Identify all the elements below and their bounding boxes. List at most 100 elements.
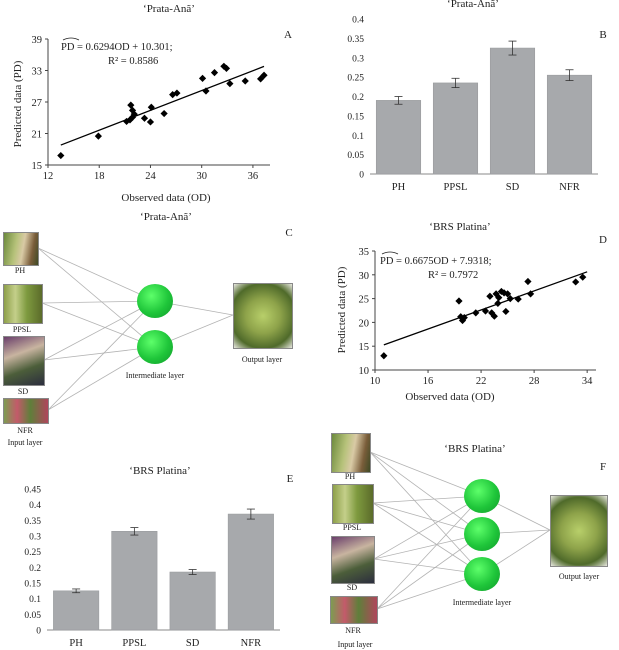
connection-line (43, 346, 156, 361)
y-tick-label: 0.25 (24, 548, 41, 558)
connection-line (369, 451, 483, 535)
data-point (514, 295, 522, 303)
y-tick-label: 0.2 (29, 564, 41, 574)
panel-c-letter: C (285, 227, 292, 239)
bar (546, 74, 593, 175)
x-tick-label: 10 (370, 376, 381, 387)
panel-f-label-nfr: NFR (345, 626, 361, 635)
data-point (160, 109, 168, 118)
data-point (202, 87, 210, 95)
bar (432, 82, 479, 175)
data-point (572, 278, 580, 286)
panel-a-xlabel: Observed data (OD) (121, 192, 211, 204)
data-point (490, 312, 498, 320)
connection-line (372, 502, 483, 575)
y-tick-label: 0.05 (24, 611, 41, 621)
panel-a-equation: PD = 0.6294OD + 10.301; (61, 42, 173, 53)
x-tick-label: 34 (582, 376, 593, 387)
panel-b-title: ‘Prata-Anã’ (447, 0, 499, 10)
panel-e-bar: ‘BRS Platina’ E 0 0.05 0.1 0.15 0.2 0.25 0.3 0.… (24, 465, 293, 649)
connection-line (373, 495, 483, 560)
data-point (222, 64, 231, 72)
y-tick-label: 20 (359, 318, 370, 329)
y-tick-label: 0 (36, 627, 41, 637)
panel-a-ylabel: Predicted data (PD) (12, 60, 24, 147)
connection-line (372, 502, 483, 535)
panel-a-points (57, 62, 268, 160)
x-category-label: PH (392, 182, 406, 193)
panel-c-label-nfr: NFR (17, 426, 33, 435)
y-tick-label: 35 (359, 247, 370, 258)
panel-d-r2: R² = 0.7972 (428, 270, 478, 281)
panel-c-photo-nfr (3, 398, 49, 424)
connection-line (376, 495, 483, 610)
x-tick-label: 16 (423, 376, 434, 387)
data-point (497, 287, 506, 296)
x-tick-label: 24 (145, 171, 156, 182)
panel-d-scatter: ‘BRS Platina’ D 10 16 22 28 34 10 15 20 25 30 35 P… (336, 221, 607, 403)
data-point (380, 352, 388, 360)
data-point (147, 103, 155, 111)
y-tick-label: 0.3 (352, 54, 364, 64)
data-point (210, 69, 219, 77)
data-point (506, 295, 514, 303)
y-tick-label: 0.3 (29, 533, 41, 543)
data-point (486, 292, 494, 300)
data-point (504, 290, 512, 298)
connection-line (37, 247, 156, 302)
panel-d-points (380, 273, 587, 360)
y-tick-label: 0.05 (347, 151, 364, 161)
data-point (472, 309, 480, 317)
panel-a-r2: R² = 0.8586 (108, 56, 158, 67)
connection-line (43, 300, 156, 361)
panel-b-bar: ‘Prata-Anã’ B 0 0.05 0.1 0.15 0.2 0.25 0.3 0.35… (347, 0, 606, 193)
data-point (492, 290, 500, 298)
x-category-label: NFR (559, 182, 579, 193)
panel-f-intermediate-label: Intermediate layer (452, 598, 512, 607)
data-point (502, 307, 510, 316)
panel-f-title: ‘BRS Platina’ (444, 443, 505, 455)
data-point (457, 313, 465, 321)
data-point (241, 77, 249, 85)
x-category-label: SD (506, 182, 520, 193)
data-point (198, 74, 207, 82)
y-tick-label: 0.45 (24, 486, 41, 496)
panel-f-photo-ppsl (332, 484, 374, 524)
data-point (94, 132, 102, 140)
y-tick-label: 0.2 (352, 93, 364, 103)
panel-d-ylabel: Predicted data (PD) (336, 266, 348, 353)
data-point (226, 80, 234, 88)
y-tick-label: 25 (359, 295, 370, 306)
panel-c-neuron-2 (137, 330, 173, 364)
y-tick-label: 15 (359, 342, 370, 353)
panel-f-letter: F (600, 461, 606, 473)
panel-a-title: ‘Prata-Anã’ (143, 3, 195, 15)
panel-f-input-layer-label: Input layer (337, 640, 373, 649)
y-tick-label: 0.4 (352, 16, 364, 26)
panel-c-neuron-1 (137, 284, 173, 318)
panel-c-photo-ph (3, 232, 39, 266)
panel-f-photo-ph (331, 433, 371, 473)
data-point (481, 307, 490, 315)
panel-f-label-ph: PH (344, 472, 356, 481)
y-tick-label: 39 (32, 35, 43, 46)
y-tick-label: 0.35 (24, 517, 41, 527)
panel-d-title: ‘BRS Platina’ (429, 221, 490, 233)
panel-f-neuron-2 (464, 517, 500, 551)
panel-f-neuron-3 (464, 557, 500, 591)
panel-c-output-label: Output layer (241, 355, 283, 364)
y-tick-label: 0.15 (347, 112, 364, 122)
panel-a-hat (62, 37, 80, 41)
data-point (257, 75, 265, 83)
x-tick-label: 12 (43, 171, 54, 182)
data-point (494, 299, 502, 307)
panel-c-title: ‘Prata-Anã’ (140, 211, 192, 223)
connection-line (47, 346, 156, 411)
panel-a-trendline (60, 65, 265, 146)
x-tick-label: 18 (94, 171, 105, 182)
panel-e-letter: E (287, 473, 294, 485)
y-tick-label: 0.1 (29, 595, 41, 605)
panel-d-hat (381, 251, 399, 255)
y-tick-label: 27 (32, 98, 43, 109)
